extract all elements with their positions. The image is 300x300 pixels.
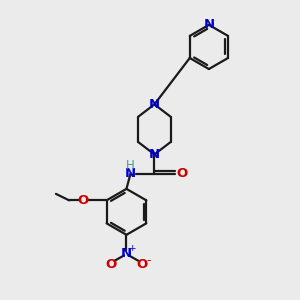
Text: N: N (125, 167, 136, 180)
Text: O: O (176, 167, 187, 180)
Text: N: N (149, 148, 160, 161)
Text: O: O (77, 194, 88, 207)
Text: O: O (136, 258, 147, 271)
Text: N: N (121, 247, 132, 260)
Text: O: O (106, 258, 117, 271)
Text: N: N (149, 98, 160, 111)
Text: N: N (203, 18, 214, 32)
Text: -: - (146, 254, 150, 267)
Text: H: H (126, 159, 135, 172)
Text: +: + (128, 244, 136, 253)
